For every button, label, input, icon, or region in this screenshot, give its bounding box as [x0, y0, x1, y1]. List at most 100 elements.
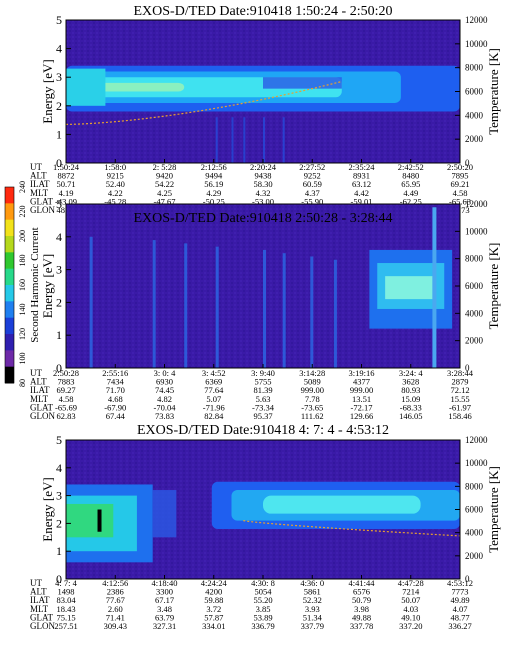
y2-tick-label: 8000 [465, 481, 484, 491]
table-row-label: MLT [30, 188, 49, 198]
table-cell: 18.43 [56, 604, 75, 614]
y-tick-label: 2 [56, 295, 62, 309]
table-cell: 3:24: 4 [399, 368, 424, 378]
table-cell: 158.46 [448, 411, 471, 421]
y2-tick-label: 2000 [465, 336, 484, 346]
colorbar-tick-label: 220 [18, 206, 27, 218]
table-cell: 3: 9:40 [251, 368, 275, 378]
table-cell: 69.27 [56, 385, 75, 395]
y-tick-label: 1 [56, 544, 62, 558]
table-row-label: GLAT [30, 402, 53, 412]
table-cell: 3:19:16 [349, 368, 375, 378]
table-cell: 9215 [107, 171, 124, 181]
table-row-label: UT [30, 578, 42, 588]
table-cell: 2879 [452, 377, 469, 387]
colorbar-segment [5, 350, 14, 368]
colorbar-segment [5, 301, 14, 319]
table-cell: 5755 [255, 377, 272, 387]
streak [215, 117, 218, 163]
y2-tick-label: 4000 [465, 110, 484, 120]
table-cell: 49.89 [450, 595, 469, 605]
y-tick-label: 3 [56, 70, 62, 84]
y2-tick-label: 6000 [465, 87, 484, 97]
table-cell: -61.97 [449, 402, 471, 412]
table-cell: 15.09 [401, 394, 420, 404]
table-row-label: GLON [30, 621, 55, 631]
panel-title: EXOS-D/TED Date:910418 2:50:28 - 3:28:44 [134, 211, 393, 226]
table-row-label: ILAT [30, 385, 50, 395]
table-row-label: ILAT [30, 595, 50, 605]
table-cell: 62.83 [56, 411, 75, 421]
table-cell: 52.40 [106, 179, 125, 189]
table-cell: 51.34 [303, 612, 323, 622]
table-cell: 3:14:28 [299, 368, 325, 378]
table-cell: 2:27:52 [299, 162, 325, 172]
table-cell: 59.88 [204, 595, 223, 605]
table-cell: 3.93 [305, 604, 320, 614]
table-cell: 8872 [58, 171, 75, 181]
table-cell: -67.90 [104, 402, 126, 412]
y-tick-label: 4 [56, 42, 62, 56]
table-cell: 63.12 [352, 179, 371, 189]
table-cell: 3: 0: 4 [154, 368, 176, 378]
table-cell: 1:58:0 [104, 162, 126, 172]
streak [215, 246, 219, 368]
table-cell: 74.45 [155, 385, 174, 395]
table-cell: 53.89 [253, 612, 272, 622]
table-cell: -62.25 [400, 196, 422, 206]
table-cell: 5089 [304, 377, 321, 387]
energy-band [263, 495, 421, 514]
table-cell: 2:12:56 [201, 162, 227, 172]
y2-tick-label: 12000 [465, 435, 488, 445]
energy-band [152, 490, 177, 538]
streak [282, 253, 286, 368]
y2-tick-label: 0 [465, 158, 470, 168]
table-row-label: GLAT [30, 196, 53, 206]
table-cell: 56.19 [204, 179, 223, 189]
y-tick-label: 2 [56, 99, 62, 113]
table-cell: 3: 4:52 [202, 368, 226, 378]
table-cell: 81.39 [253, 385, 272, 395]
colorbar-tick-label: 200 [18, 230, 27, 242]
table-cell: 7773 [452, 587, 469, 597]
y2-tick-label: 6000 [465, 505, 484, 515]
table-cell: 4200 [205, 587, 222, 597]
table-cell: 309.43 [104, 621, 127, 631]
table-cell: 50.79 [352, 595, 371, 605]
table-cell: 2: 5:28 [153, 162, 177, 172]
y-tick-label: 1 [56, 127, 62, 141]
table-cell: -50.25 [203, 196, 225, 206]
y-tick-label: 2 [56, 516, 62, 530]
table-cell: -43.09 [55, 196, 77, 206]
table-cell: 257.51 [54, 621, 77, 631]
colorbar-segment [5, 236, 14, 253]
y-tick-label: 1 [56, 328, 62, 342]
table-cell: 7434 [107, 377, 125, 387]
y-tick-label: 0 [56, 361, 62, 375]
y-axis-label: Energy [eV] [40, 477, 55, 541]
table-cell: 95.37 [253, 411, 272, 421]
colorbar-segment [5, 252, 14, 270]
table-cell: 67.44 [106, 411, 126, 421]
table-cell: 13.51 [352, 394, 371, 404]
table-cell: -73.34 [252, 402, 275, 412]
table-cell: 4.82 [157, 394, 172, 404]
colorbar-segment [5, 187, 14, 204]
table-cell: 4:24:24 [201, 578, 228, 588]
y2-tick-label: 8000 [465, 63, 484, 73]
y-tick-label: 5 [56, 433, 62, 447]
table-row-label: ALT [30, 377, 47, 387]
table-cell: 334.01 [202, 621, 225, 631]
table-cell: 7214 [402, 587, 420, 597]
table-cell: 9438 [255, 171, 272, 181]
table-cell: 3.72 [206, 604, 221, 614]
table-cell: 7895 [452, 171, 469, 181]
table-row-label: GLAT [30, 612, 53, 622]
table-cell: 73.83 [155, 411, 174, 421]
table-cell: 9494 [205, 171, 223, 181]
table-cell: -65.63 [449, 196, 471, 206]
colorbar-segment [5, 334, 14, 351]
table-row-label: MLT [30, 394, 49, 404]
table-cell: 4.42 [354, 188, 369, 198]
